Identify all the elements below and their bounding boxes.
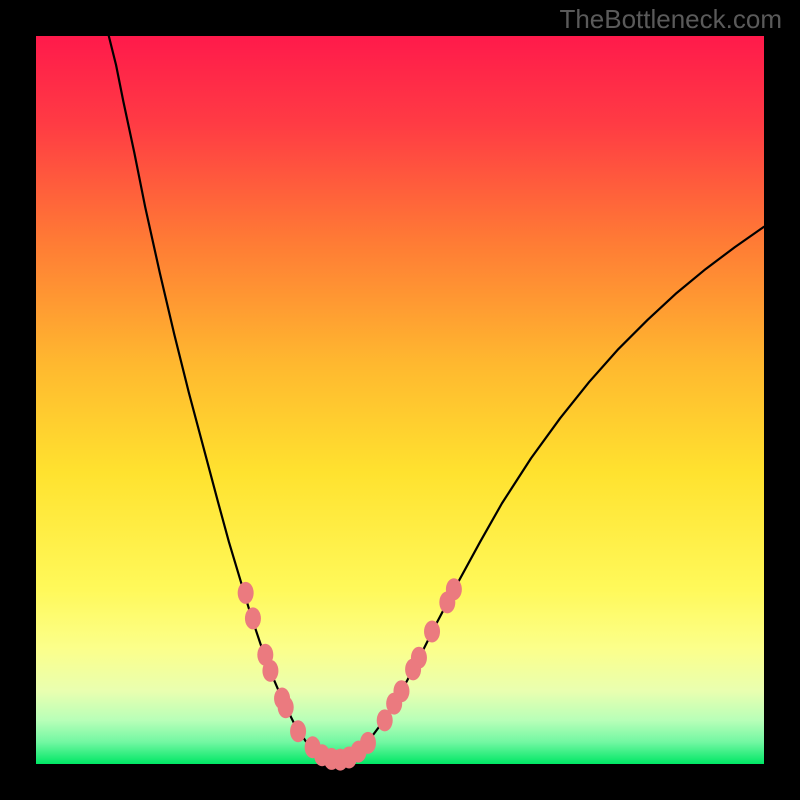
curve-marker [262,660,278,682]
plot-area [36,36,764,764]
curve-marker [446,578,462,600]
curve-marker [411,647,427,669]
curve-marker [360,732,376,754]
curve-marker [245,607,261,629]
curve-layer [36,36,764,764]
watermark-text: TheBottleneck.com [559,4,782,35]
curve-marker [290,720,306,742]
bottleneck-curve [109,36,764,760]
curve-marker [424,621,440,643]
curve-marker [238,582,254,604]
curve-markers [238,578,462,770]
curve-marker [278,696,294,718]
curve-marker [393,680,409,702]
